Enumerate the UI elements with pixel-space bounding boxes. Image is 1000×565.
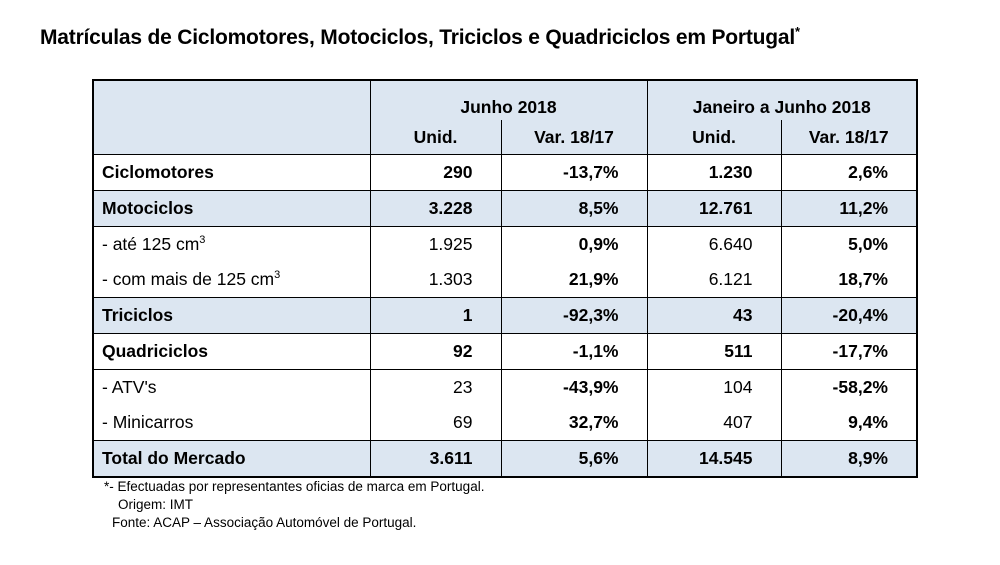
cell-var-jan-jun: 9,4% [780, 405, 918, 441]
row-label: Ciclomotores [92, 154, 370, 191]
header-unid-jan-jun: Unid. [646, 120, 781, 155]
footnotes: *- Efectuadas por representantes oficias… [104, 478, 484, 532]
cell-var-jan-jun: 11,2% [780, 190, 918, 227]
footnote-representantes: *- Efectuadas por representantes oficias… [104, 479, 485, 494]
cell-var-june: -13,7% [500, 154, 647, 191]
table-row: - ATV's 23 -43,9% 104 -58,2% [92, 369, 918, 405]
row-label-superscript: 3 [274, 269, 281, 282]
table-row-total: Total do Mercado 3.611 5,6% 14.545 8,9% [92, 440, 918, 478]
cell-var-jan-jun: 2,6% [780, 154, 918, 191]
table-row: - Minicarros 69 32,7% 407 9,4% [92, 405, 918, 441]
cell-unid-june: 3.611 [369, 440, 501, 478]
cell-unid-jan-jun: 1.230 [646, 154, 781, 191]
table-row: Quadriciclos 92 -1,1% 511 -17,7% [92, 333, 918, 370]
cell-var-june: -92,3% [500, 297, 647, 334]
cell-var-jan-jun: -58,2% [780, 369, 918, 405]
cell-var-jan-jun: 5,0% [780, 226, 918, 262]
cell-unid-june: 23 [369, 369, 501, 405]
title-footnote-mark: * [795, 24, 800, 39]
cell-var-june: -43,9% [500, 369, 647, 405]
cell-var-june: 8,5% [500, 190, 647, 227]
cell-unid-june: 1 [369, 297, 501, 334]
cell-unid-jan-jun: 12.761 [646, 190, 781, 227]
cell-unid-jan-jun: 6.640 [646, 226, 781, 262]
cell-var-june: 21,9% [500, 262, 647, 298]
table-row: Motociclos 3.228 8,5% 12.761 11,2% [92, 190, 918, 227]
cell-unid-jan-jun: 511 [646, 333, 781, 370]
table-row: - até 125 cm3 1.925 0,9% 6.640 5,0% [92, 226, 918, 262]
header-group-jan-jun: Janeiro a Junho 2018 [646, 79, 918, 120]
cell-var-jan-jun: 8,9% [780, 440, 918, 478]
cell-unid-jan-jun: 104 [646, 369, 781, 405]
header-var-june: Var. 18/17 [500, 120, 647, 155]
header-var-jan-jun: Var. 18/17 [780, 120, 918, 155]
cell-var-june: 0,9% [500, 226, 647, 262]
row-label-text: - até 125 cm [102, 234, 200, 254]
table-row: Ciclomotores 290 -13,7% 1.230 2,6% [92, 154, 918, 191]
page-title: Matrículas de Ciclomotores, Motociclos, … [40, 24, 980, 50]
cell-unid-jan-jun: 43 [646, 297, 781, 334]
cell-var-jan-jun: -17,7% [780, 333, 918, 370]
cell-unid-june: 1.303 [369, 262, 501, 298]
header-empty-cell [92, 120, 370, 155]
row-label: Motociclos [92, 190, 370, 227]
cell-unid-june: 69 [369, 405, 501, 441]
cell-var-jan-jun: -20,4% [780, 297, 918, 334]
cell-unid-june: 92 [369, 333, 501, 370]
row-label: - ATV's [92, 369, 370, 405]
cell-var-june: 32,7% [500, 405, 647, 441]
row-label-superscript: 3 [199, 234, 206, 247]
row-label: - até 125 cm3 [92, 226, 370, 262]
row-label: - Minicarros [92, 405, 370, 441]
cell-unid-june: 290 [369, 154, 501, 191]
title-text: Matrículas de Ciclomotores, Motociclos, … [40, 26, 796, 49]
header-empty-cell [92, 79, 370, 120]
registrations-table: Junho 2018 Janeiro a Junho 2018 Unid. Va… [92, 79, 918, 478]
cell-unid-june: 1.925 [369, 226, 501, 262]
table-row: - com mais de 125 cm3 1.303 21,9% 6.121 … [92, 262, 918, 298]
header-group-june: Junho 2018 [369, 79, 647, 120]
header-row-groups: Junho 2018 Janeiro a Junho 2018 [92, 79, 918, 120]
cell-var-jan-jun: 18,7% [780, 262, 918, 298]
row-label: Total do Mercado [92, 440, 370, 478]
row-label: Triciclos [92, 297, 370, 334]
cell-var-june: -1,1% [500, 333, 647, 370]
footnote-origem: Origem: IMT [118, 497, 194, 512]
cell-unid-jan-jun: 14.545 [646, 440, 781, 478]
row-label: - com mais de 125 cm3 [92, 262, 370, 298]
cell-unid-jan-jun: 407 [646, 405, 781, 441]
header-unid-june: Unid. [369, 120, 501, 155]
row-label-text: - com mais de 125 cm [102, 269, 275, 289]
footnote-fonte: Fonte: ACAP – Associação Automóvel de Po… [112, 515, 417, 530]
row-label: Quadriciclos [92, 333, 370, 370]
cell-var-june: 5,6% [500, 440, 647, 478]
cell-unid-june: 3.228 [369, 190, 501, 227]
header-row-columns: Unid. Var. 18/17 Unid. Var. 18/17 [92, 120, 918, 155]
table-row: Triciclos 1 -92,3% 43 -20,4% [92, 297, 918, 334]
cell-unid-jan-jun: 6.121 [646, 262, 781, 298]
